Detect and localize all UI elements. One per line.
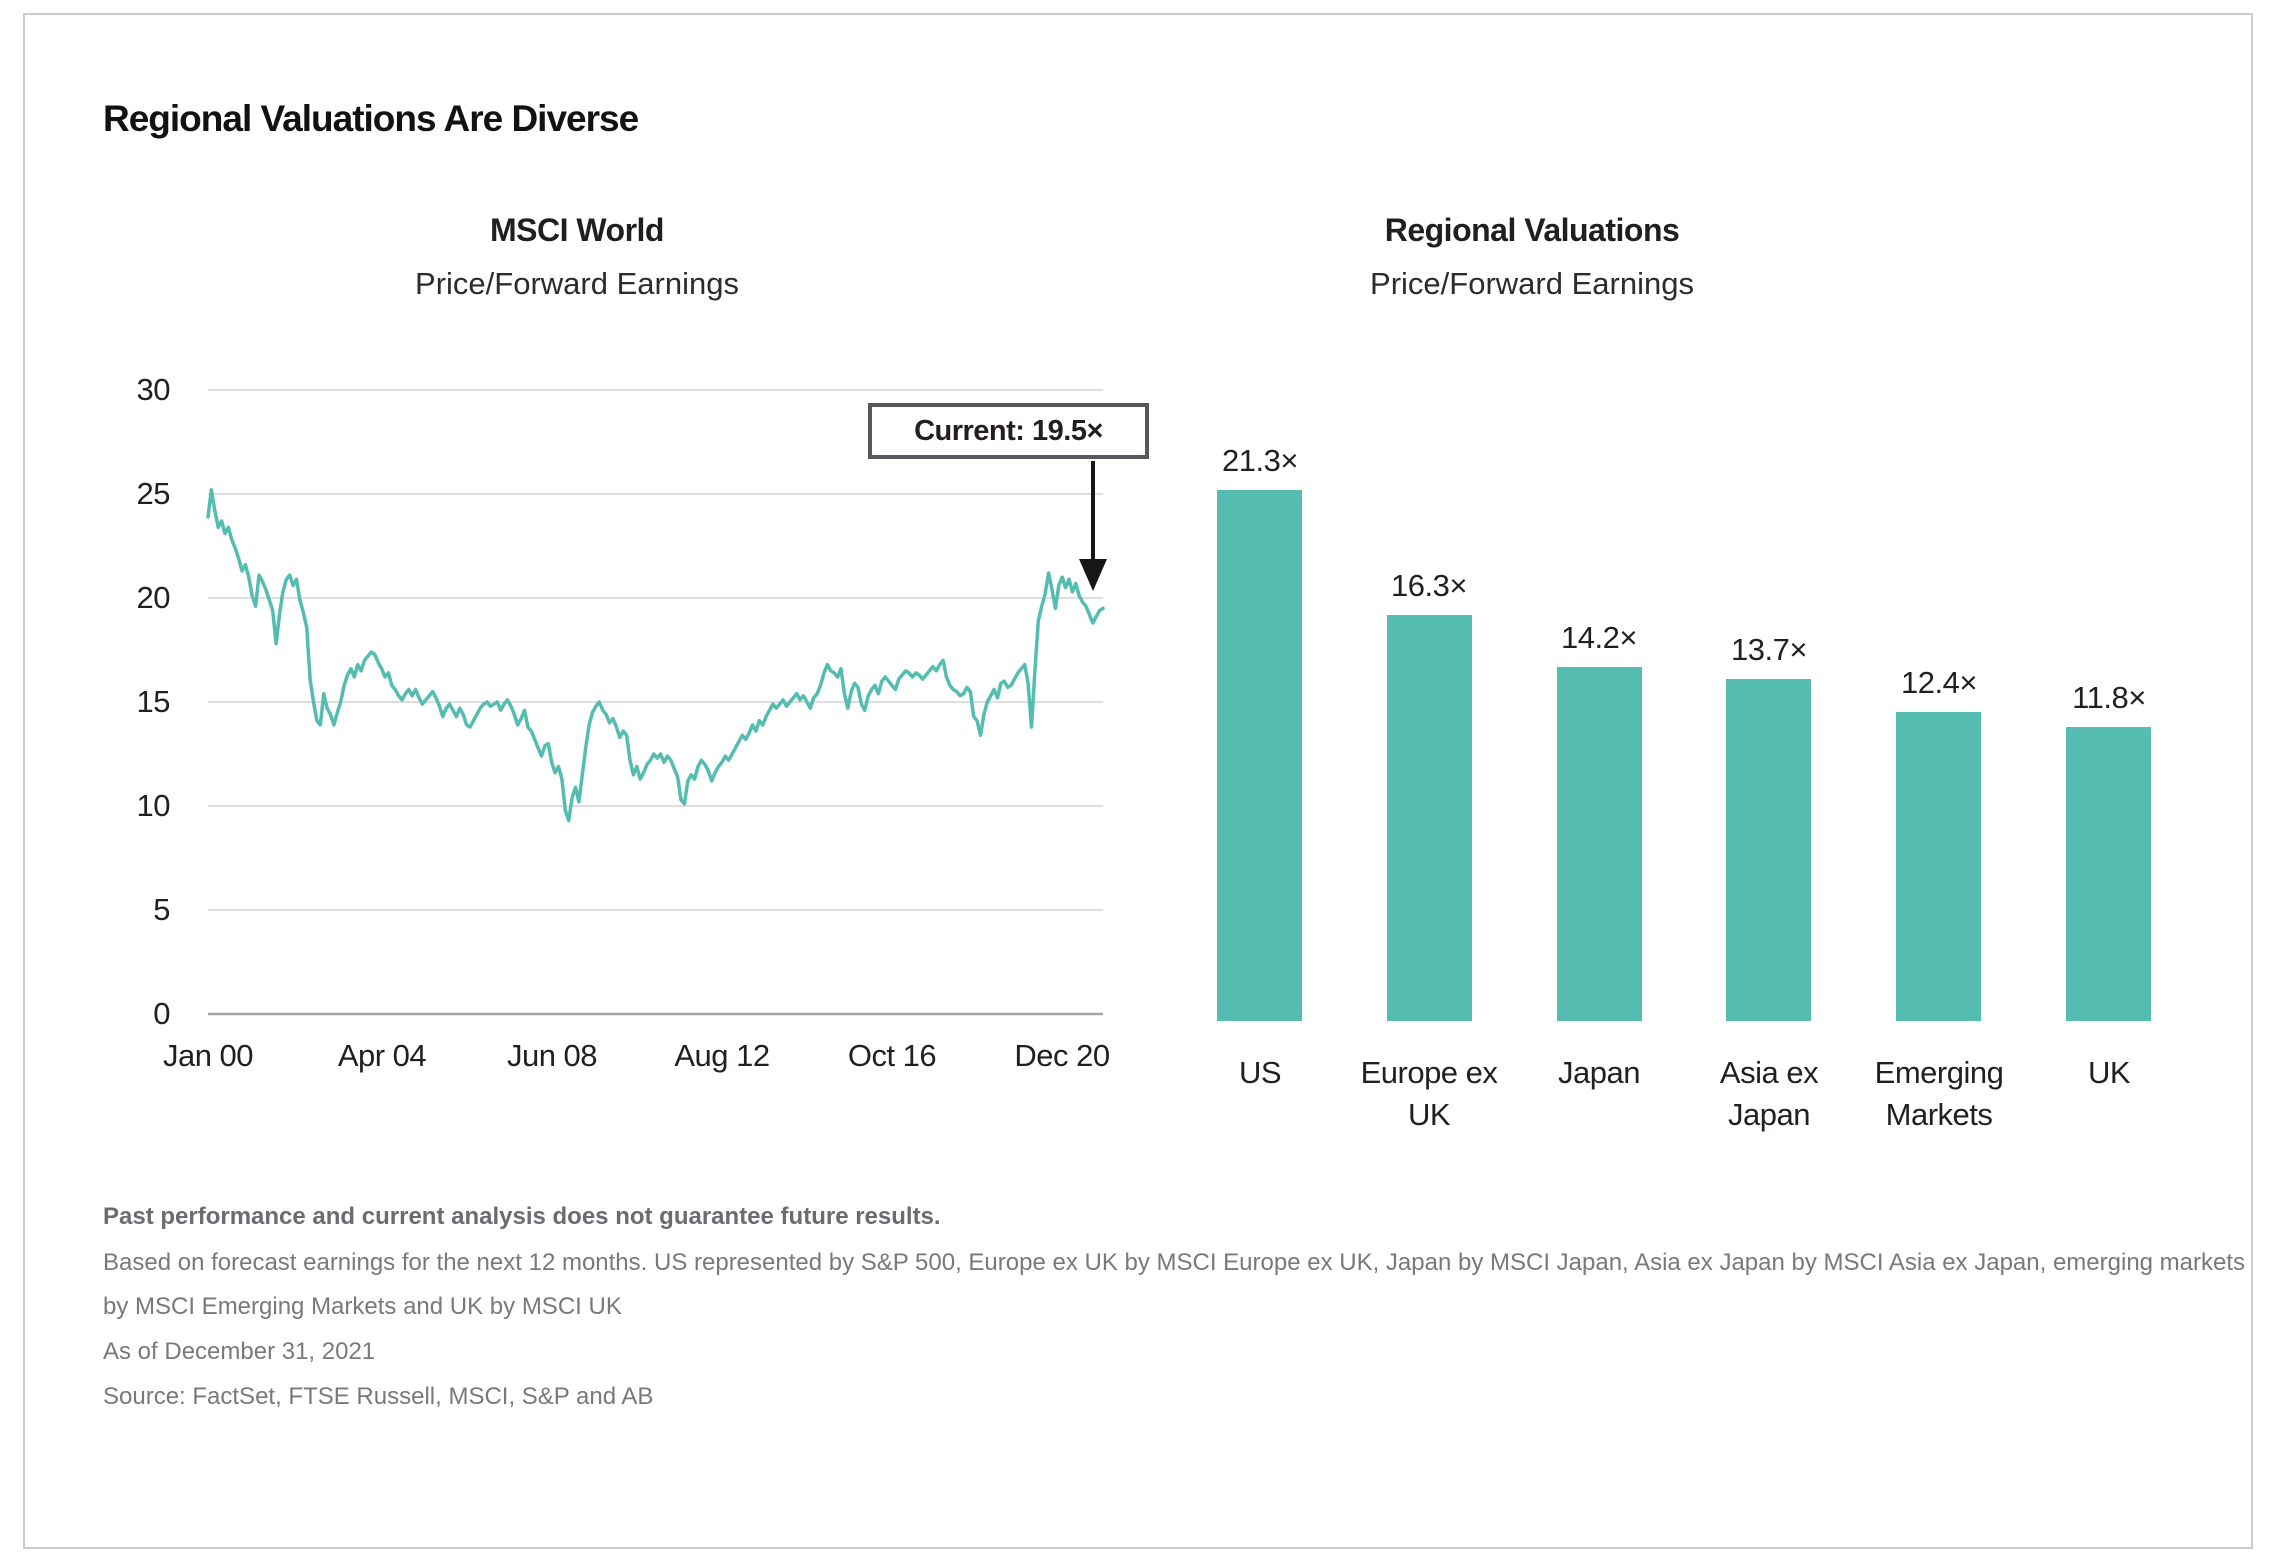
x-tick-label: Aug 12 [674, 1038, 770, 1073]
y-tick-label: 0 [153, 996, 170, 1031]
bar-category-line: US [1238, 1055, 1282, 1090]
bar-category-line: Japan [1558, 1055, 1640, 1090]
bar-us [1217, 490, 1302, 1021]
annotation-arrow-icon [1079, 461, 1107, 591]
footer-disclaimer: Past performance and current analysis do… [103, 1203, 941, 1230]
bar-category-line: UK [1407, 1097, 1451, 1132]
line-chart-title: MSCI World [490, 212, 664, 248]
bar-category-label: Europe ex UK [1361, 1052, 1498, 1136]
bar-chart-title: Regional Valuations [1384, 212, 1680, 248]
bar-chart-subtitle: Price/Forward Earnings [1370, 266, 1694, 301]
bar-japan [1557, 667, 1642, 1021]
y-tick-label: 20 [136, 580, 171, 615]
y-tick-label: 15 [136, 684, 171, 719]
footer-methodology-line2: by MSCI Emerging Markets and UK by MSCI … [103, 1293, 622, 1320]
line-chart-subtitle: Price/Forward Earnings [415, 266, 739, 301]
bar-europe-ex-uk [1387, 615, 1472, 1021]
current-value-callout: Current: 19.5× [868, 403, 1149, 459]
gridlines [208, 389, 1103, 1016]
y-tick-label: 10 [136, 788, 171, 823]
x-tick-label: Dec 20 [1014, 1038, 1110, 1073]
bar-category-label: US [1238, 1052, 1282, 1094]
bar-value-label: 13.7× [1731, 632, 1807, 667]
bar-category-line: Asia ex [1719, 1055, 1819, 1090]
bar-value-label: 21.3× [1222, 443, 1298, 478]
x-tick-label: Apr 04 [337, 1038, 427, 1073]
bar-value-label: 16.3× [1391, 568, 1467, 603]
footer-methodology-line1: Based on forecast earnings for the next … [103, 1249, 2246, 1276]
bar-category-line: Markets [1885, 1097, 1993, 1132]
bar-value-label: 11.8× [2072, 680, 2146, 715]
footer-as-of-date: As of December 31, 2021 [103, 1338, 376, 1365]
bar-value-label: 14.2× [1561, 620, 1637, 655]
bar-emerging-markets [1896, 712, 1981, 1021]
bar-uk [2066, 727, 2151, 1021]
y-tick-label: 25 [136, 476, 171, 511]
page-title: Regional Valuations Are Diverse [103, 98, 639, 139]
bar-asia-ex-japan [1726, 679, 1811, 1021]
footer-source: Source: FactSet, FTSE Russell, MSCI, S&P… [103, 1383, 654, 1410]
bar-category-line: Japan [1728, 1097, 1810, 1132]
msci-world-line-series [206, 488, 1105, 823]
bar-category-label: Emerging Markets [1875, 1052, 2004, 1136]
y-tick-label: 30 [136, 372, 171, 407]
bar-category-label: Asia ex Japan [1719, 1052, 1819, 1136]
y-tick-label: 5 [153, 892, 170, 927]
bar-category-label: UK [2087, 1052, 2131, 1094]
bar-category-line: Emerging [1874, 1055, 2004, 1090]
bar-value-label: 12.4× [1901, 665, 1977, 700]
bar-category-line: Europe ex [1360, 1055, 1498, 1090]
x-tick-label: Jan 00 [162, 1038, 254, 1073]
bar-category-line: UK [2087, 1055, 2131, 1090]
x-tick-label: Jun 08 [506, 1038, 598, 1073]
bar-category-label: Japan [1558, 1052, 1640, 1094]
x-tick-label: Oct 16 [847, 1038, 937, 1073]
